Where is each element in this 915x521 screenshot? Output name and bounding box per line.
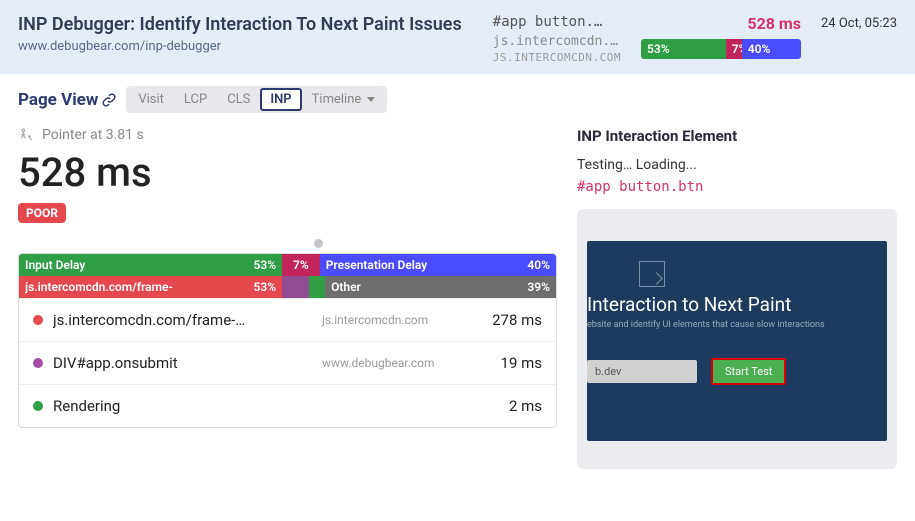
preview-url-input[interactable]: b.dev xyxy=(587,360,697,383)
seg-script-main[interactable]: js.intercomcdn.com/frame- 53% xyxy=(19,276,282,298)
page-view-text: Page View xyxy=(18,90,98,110)
header-selector: #app button.… xyxy=(493,14,621,30)
list-item-label: DIV#app.onsubmit xyxy=(53,354,312,372)
pointer-line: Pointer at 3.81 s xyxy=(18,127,557,143)
list-item[interactable]: Rendering 2 ms xyxy=(19,384,556,427)
seg-other[interactable]: Other 39% xyxy=(325,276,556,298)
tab-timeline[interactable]: Timeline xyxy=(302,88,386,111)
list-item-label: Rendering xyxy=(53,397,312,415)
list-item-ms: 19 ms xyxy=(472,354,542,372)
dot-icon xyxy=(33,358,43,368)
header-script-host-caps: JS.INTERCOMCDN.COM xyxy=(493,51,621,64)
seg-label: Presentation Delay xyxy=(326,258,428,272)
tab-inp[interactable]: INP xyxy=(260,88,301,111)
list-item-domain: js.intercomcdn.com xyxy=(322,313,462,327)
breakdown-list: js.intercomcdn.com/frame-… js.intercomcd… xyxy=(19,298,556,427)
page-view-label[interactable]: Page View xyxy=(18,90,116,110)
tab-container: Visit LCP CLS INP Timeline xyxy=(126,86,387,113)
seg-pct: 53% xyxy=(254,258,277,272)
preview-heading: Interaction to Next Paint xyxy=(587,293,887,316)
preview-sub: ebsite and identify UI elements that cau… xyxy=(587,320,887,330)
seg-script-2[interactable] xyxy=(282,276,309,298)
main-metric-ms: 528 ms xyxy=(18,149,557,196)
tab-lcp[interactable]: LCP xyxy=(174,88,217,111)
header: INP Debugger: Identify Interaction To Ne… xyxy=(0,0,915,74)
header-date: 24 Oct, 05:23 xyxy=(821,16,897,31)
header-right: #app button.… js.intercomcdn.… JS.INTERC… xyxy=(493,14,897,64)
seg-presentation-delay[interactable]: Presentation Delay 40% xyxy=(320,254,556,276)
inp-element-status: Testing… Loading... xyxy=(577,157,897,173)
seg-label: js.intercomcdn.com/frame- xyxy=(25,280,173,294)
link-icon xyxy=(102,93,116,107)
badge-poor: POOR xyxy=(18,203,66,223)
list-item-ms: 278 ms xyxy=(472,311,542,329)
right-column: INP Interaction Element Testing… Loading… xyxy=(577,127,897,469)
header-script-host: js.intercomcdn.… xyxy=(493,34,621,49)
page-url[interactable]: www.debugbear.com/inp-debugger xyxy=(18,39,493,54)
seg-pct: 53% xyxy=(254,280,277,294)
header-breakdown-bar: 53% 7% 40% xyxy=(641,39,801,59)
header-selector-block: #app button.… js.intercomcdn.… JS.INTERC… xyxy=(493,14,621,64)
seg-script-3[interactable] xyxy=(309,276,325,298)
tab-cls[interactable]: CLS xyxy=(217,88,260,111)
seg-label: Input Delay xyxy=(25,258,85,272)
marker-row xyxy=(18,237,557,251)
list-item[interactable]: js.intercomcdn.com/frame-… js.intercomcd… xyxy=(19,298,556,341)
tab-visit[interactable]: Visit xyxy=(128,88,174,111)
seg-label: Other xyxy=(331,280,361,294)
hdr-bar-seg2: 7% xyxy=(726,39,742,59)
header-metric: 528 ms 53% 7% 40% xyxy=(641,14,801,59)
preview-box: Interaction to Next Paint ebsite and ide… xyxy=(577,209,897,469)
seg-processing[interactable]: 7% xyxy=(282,254,320,276)
body: Pointer at 3.81 s 528 ms POOR Input Dela… xyxy=(0,121,915,487)
list-item-domain: www.debugbear.com xyxy=(322,356,462,370)
hdr-bar-seg1: 53% xyxy=(641,39,726,59)
dot-icon xyxy=(33,315,43,325)
breakdown-row-phases: Input Delay 53% 7% Presentation Delay 40% xyxy=(19,254,556,276)
preview-inner: Interaction to Next Paint ebsite and ide… xyxy=(587,241,887,441)
breakdown: Input Delay53% 7% Presentation Delay40% … xyxy=(18,253,557,428)
pointer-icon xyxy=(18,127,34,143)
page-title: INP Debugger: Identify Interaction To Ne… xyxy=(18,14,493,35)
list-item[interactable]: DIV#app.onsubmit www.debugbear.com 19 ms xyxy=(19,341,556,384)
preview-controls: b.dev Start Test xyxy=(587,358,887,385)
cursor-click-icon xyxy=(639,261,665,287)
dot-icon xyxy=(33,401,43,411)
left-column: Pointer at 3.81 s 528 ms POOR Input Dela… xyxy=(18,127,557,469)
header-left: INP Debugger: Identify Interaction To Ne… xyxy=(18,14,493,54)
seg-pct: 40% xyxy=(527,258,550,272)
seg-pct: 7% xyxy=(293,258,309,272)
inp-element-selector: #app button.btn xyxy=(577,179,897,195)
inp-element-title: INP Interaction Element xyxy=(577,127,897,145)
header-metric-ms: 528 ms xyxy=(641,14,801,33)
tab-row: Page View Visit LCP CLS INP Timeline xyxy=(0,74,915,121)
hdr-bar-seg3: 40% xyxy=(742,39,801,59)
start-test-button[interactable]: Start Test xyxy=(711,358,786,385)
list-item-label: js.intercomcdn.com/frame-… xyxy=(53,311,312,329)
breakdown-row-scripts: js.intercomcdn.com/frame- 53% Other 39% xyxy=(19,276,556,298)
pointer-text: Pointer at 3.81 s xyxy=(42,127,144,143)
seg-input-delay[interactable]: Input Delay 53% xyxy=(19,254,282,276)
seg-pct: 39% xyxy=(527,280,550,294)
marker-dot xyxy=(314,239,323,248)
list-item-ms: 2 ms xyxy=(472,397,542,415)
